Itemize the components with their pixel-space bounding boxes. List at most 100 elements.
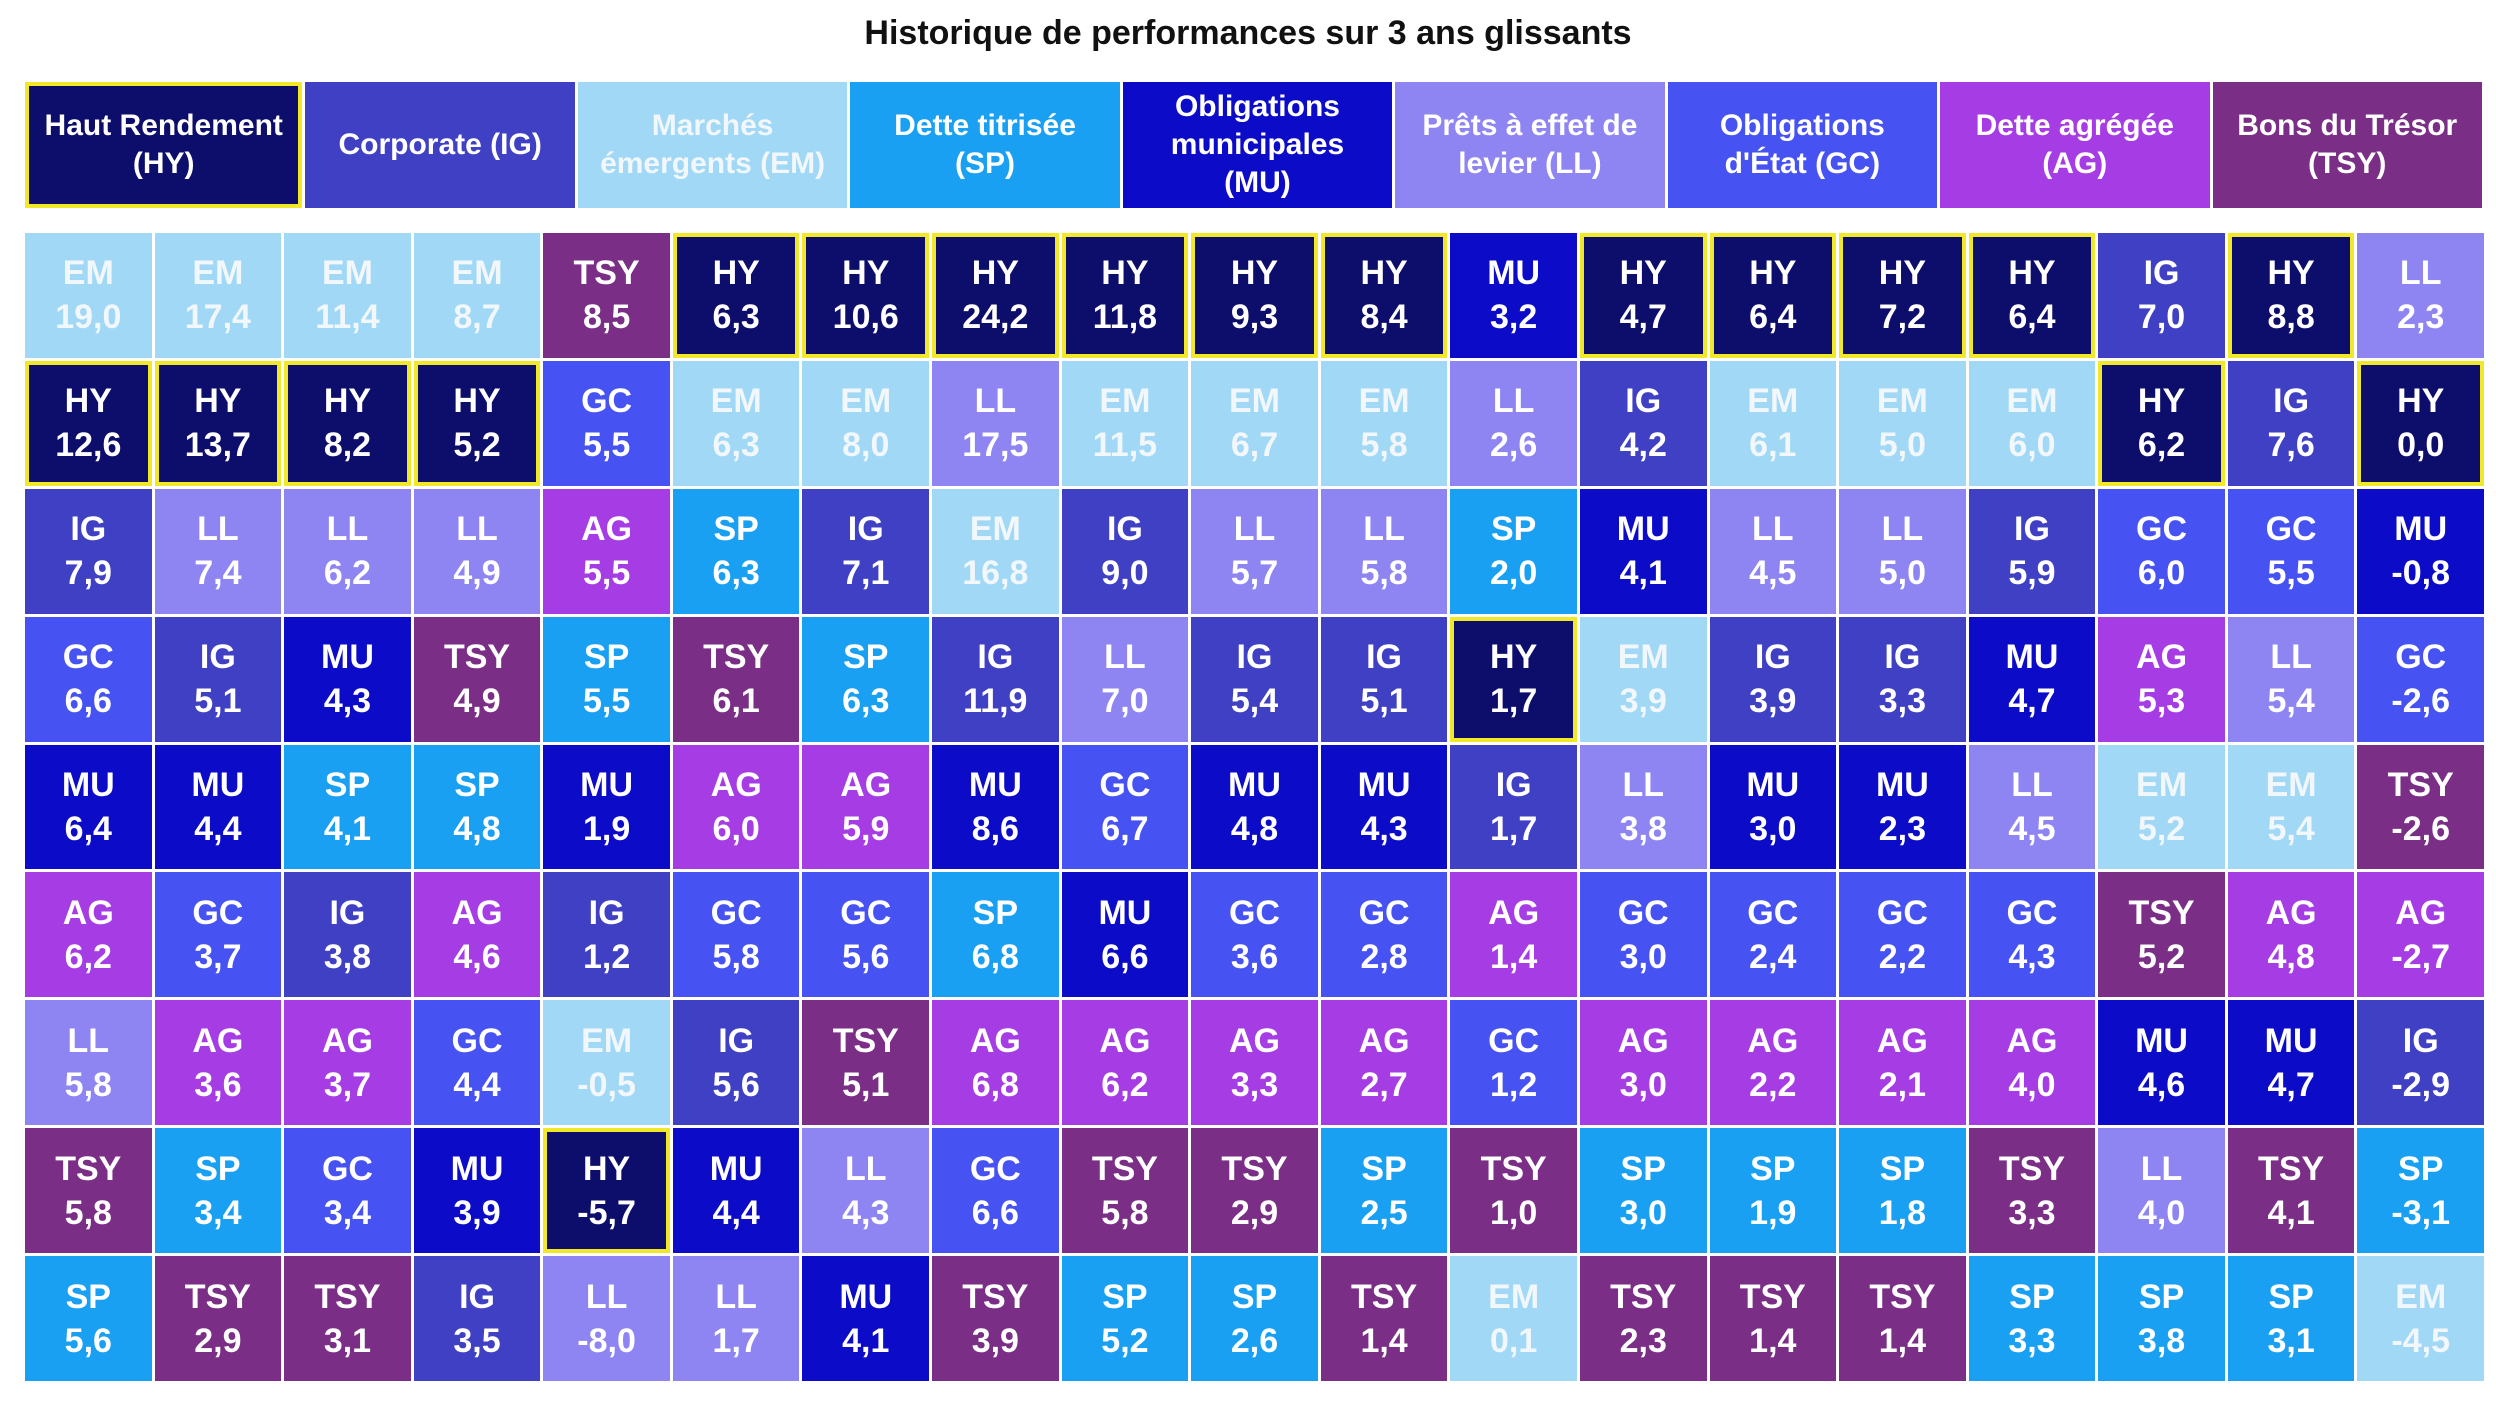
grid-cell: AG 5,5 [543,488,670,614]
grid-cell: AG 3,3 [1191,1000,1318,1126]
cell-value: 5,5 [582,426,631,465]
cell-value: 6,6 [64,682,112,721]
grid-cell: GC 2,4 [1709,872,1837,998]
cell-value: 4,3 [2008,937,2056,976]
cell-value: -0,5 [577,1065,636,1104]
grid-cell: IG 7,0 [2098,233,2225,358]
grid-cell: HY 9,3 [1191,233,1318,358]
grid-cell: SP 6,3 [802,616,930,742]
grid-cell: GC 3,0 [1579,872,1707,998]
cell-value: 3,6 [1230,937,1279,976]
cell-code: GC [321,1149,373,1188]
grid-cell: GC 5,6 [802,872,930,998]
cell-value: -2,9 [2391,1065,2450,1104]
legend-label-line1: Marchés [651,109,774,142]
cell-code: AG [1099,1021,1151,1060]
cell-value: 4,3 [323,682,372,721]
cell-code: SP [972,893,1019,932]
cell-value: 5,3 [2137,682,2186,721]
grid-cell: EM 3,9 [1579,616,1707,742]
cell-value: 2,4 [1749,937,1797,976]
cell-value: 1,4 [1749,1321,1797,1360]
cell-code: EM [451,254,503,293]
cell-value: 13,7 [184,426,251,465]
cell-code: EM [1617,638,1669,677]
cell-value: 5,8 [1101,1193,1149,1232]
cell-value: 2,8 [1360,937,1408,976]
cell-code: SP [2138,1277,2185,1316]
cell-code: HY [1101,254,1149,293]
cell-value: 4,5 [1749,554,1797,593]
cell-value: 11,5 [1092,426,1158,465]
cell-code: LL [715,1277,757,1316]
cell-value: 4,7 [2267,1065,2315,1104]
grid-cell: MU 2,3 [1839,744,1966,870]
cell-code: AG [2265,893,2317,932]
grid-cell: AG 2,2 [1709,1000,1837,1126]
cell-value: 5,5 [582,554,631,593]
cell-value: 5,9 [842,809,890,848]
grid-cell: MU -0,8 [2357,488,2484,614]
grid-cell: HY 8,4 [1320,233,1448,358]
grid-cell: TSY 2,3 [1579,1256,1707,1381]
cell-value: 2,3 [1619,1321,1667,1360]
cell-code: HY [582,1149,631,1188]
legend-label-line2: (AG) [2042,147,2108,180]
cell-value: 11,9 [963,682,1028,721]
cell-code: AG [1488,893,1540,932]
cell-value: 8,7 [453,298,501,337]
grid-cell: TSY 5,2 [2098,872,2225,998]
cell-code: IG [2143,254,2180,293]
legend-label-line1: Dette titrisée [894,109,1076,142]
cell-code: HY [1490,638,1538,677]
grid-cell: LL 4,9 [413,488,541,614]
grid-cell: LL 5,8 [25,1000,152,1126]
cell-value: 5,4 [1230,682,1279,721]
grid-cell: IG 5,1 [154,616,282,742]
grid-cell: EM -4,5 [2357,1256,2484,1381]
cell-code: EM [2395,1277,2447,1316]
cell-code: MU [580,765,634,804]
cell-code: GC [1747,893,1799,932]
cell-code: TSY [1998,1149,2066,1188]
cell-code: TSY [1869,1277,1936,1316]
grid-cell: SP 4,8 [413,744,541,870]
grid-cell: MU 8,6 [932,744,1059,870]
grid-cell: AG 5,3 [2098,616,2225,742]
cell-value: 6,8 [971,1065,1019,1104]
grid-cell: SP 3,3 [1968,1256,2096,1381]
cell-value: 5,5 [2267,554,2315,593]
grid-cell: AG 4,8 [2227,872,2355,998]
grid-cell: LL 5,0 [1839,488,1966,614]
cell-code: EM [1747,382,1799,421]
cell-code: TSY [832,1021,899,1060]
cell-value: 7,6 [2267,426,2315,465]
cell-value: 6,7 [1230,426,1279,465]
legend-label-line2: (TSY) [2308,147,2387,180]
grid-cell: AG 5,9 [802,744,930,870]
grid-cell: EM 5,2 [2098,744,2225,870]
grid-cell: MU 4,1 [1579,488,1707,614]
cell-code: EM [1358,382,1410,421]
cell-value: 3,0 [1749,809,1797,848]
cell-value: 3,7 [194,937,242,976]
grid-cell: SP 6,3 [672,488,800,614]
grid-cell: IG 5,4 [1191,616,1318,742]
cell-code: LL [326,510,369,549]
grid-cell: MU 4,6 [2098,1000,2225,1126]
cell-code: EM [2136,765,2188,804]
cell-code: LL [2270,638,2312,677]
cell-value: 11,8 [1092,298,1158,337]
cell-code: IG [459,1277,495,1316]
cell-value: 8,8 [2267,298,2315,337]
grid-cell: AG 4,6 [413,872,541,998]
legend-label-line1: Obligations [1174,90,1340,123]
grid-cell: MU 4,8 [1191,744,1318,870]
grid-cell: LL 1,7 [672,1256,800,1381]
cell-value: 1,0 [1490,1193,1538,1232]
grid-cell: HY 12,6 [25,360,152,486]
cell-value: 2,9 [194,1321,242,1360]
cell-value: 3,3 [2008,1321,2056,1360]
cell-code: GC [1617,893,1669,932]
grid-cell: EM 8,7 [413,233,541,358]
